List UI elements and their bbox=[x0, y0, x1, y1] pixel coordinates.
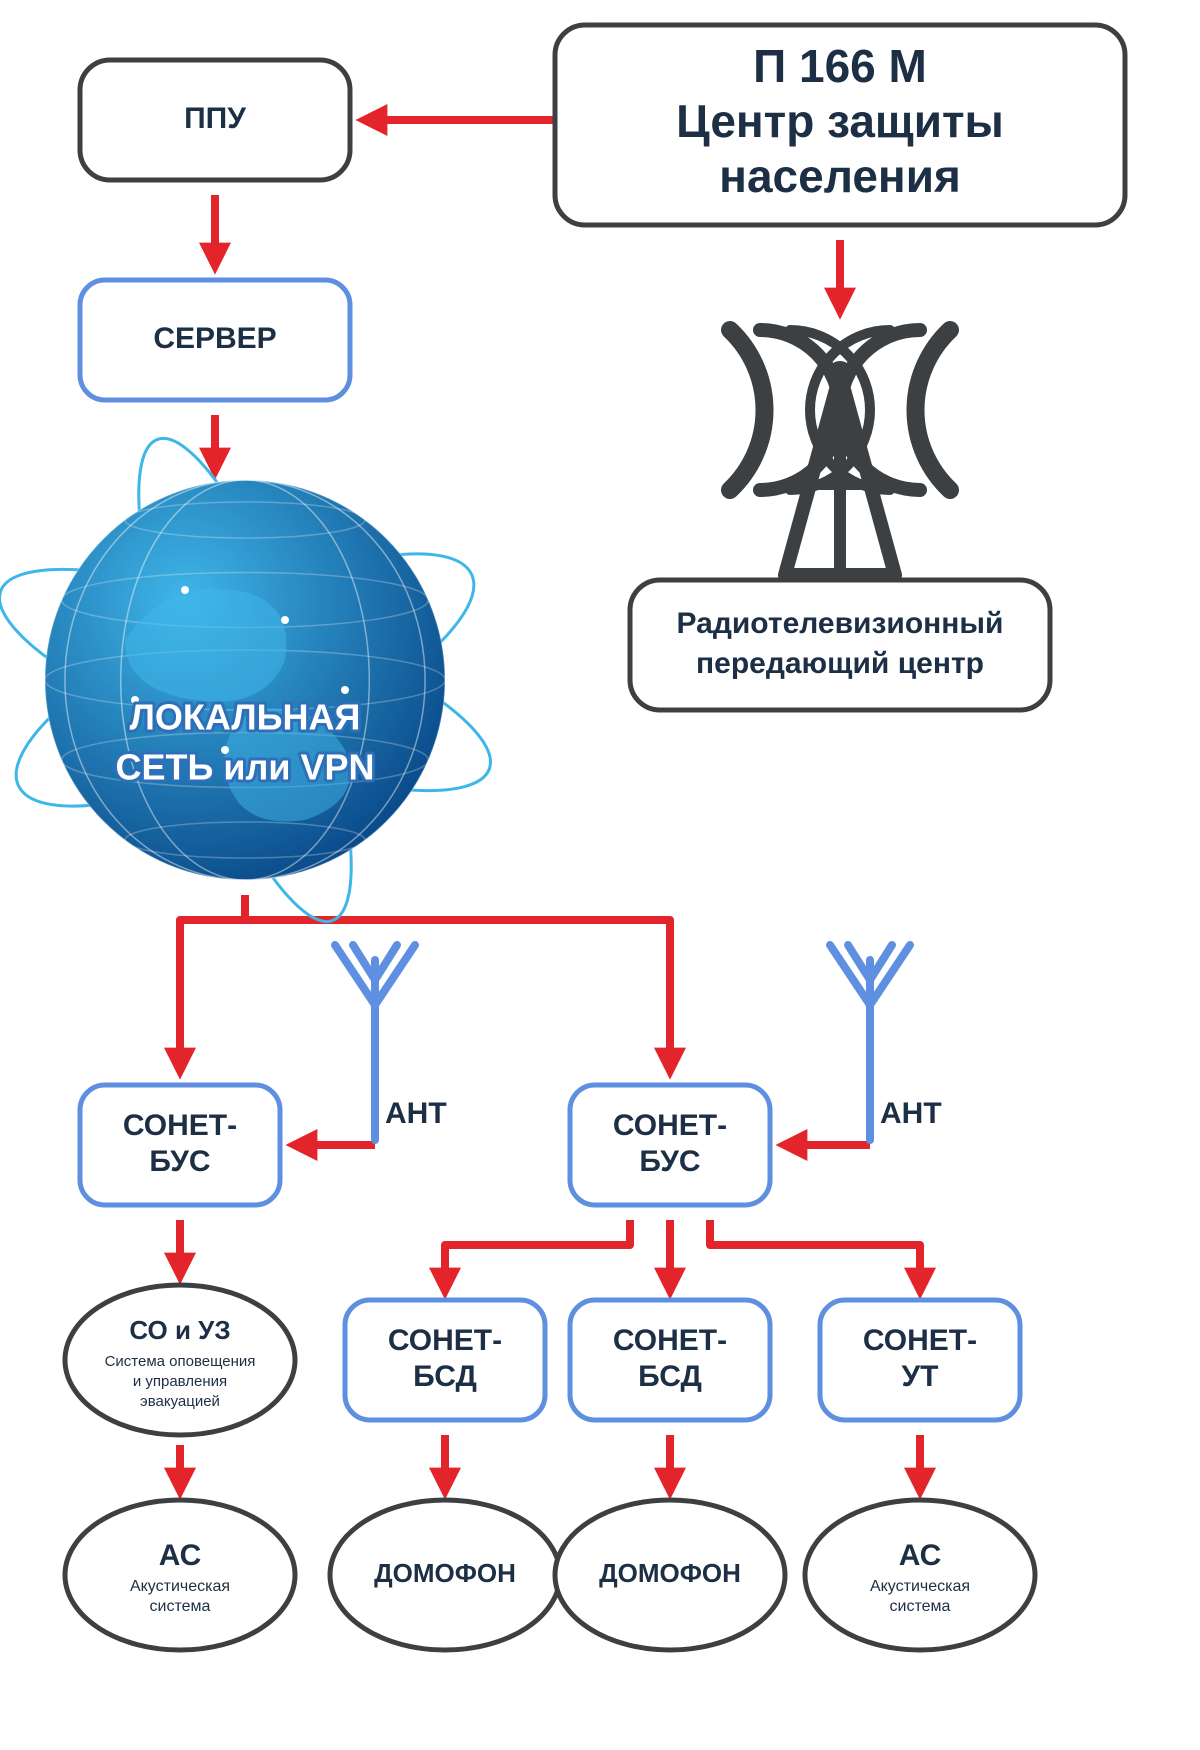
broadcast-tower-icon bbox=[730, 330, 950, 575]
node-sonetbus2: СОНЕТ-БУС bbox=[570, 1085, 770, 1205]
node-ac2-text: система bbox=[890, 1598, 951, 1615]
node-souz-text: СО и УЗ bbox=[129, 1315, 230, 1345]
node-rtpc-text: передающий центр bbox=[696, 647, 984, 680]
node-souz-text: и управления bbox=[133, 1373, 227, 1390]
node-ppu: ППУ bbox=[80, 60, 350, 180]
node-ppu-text: ППУ bbox=[184, 102, 246, 135]
antenna-label-0: АНТ bbox=[385, 1097, 447, 1130]
arrow-5 bbox=[245, 895, 670, 1070]
node-bsd2-text: БСД bbox=[638, 1360, 702, 1393]
node-server: СЕРВЕР bbox=[80, 280, 350, 400]
node-p166m: П 166 МЦентр защитынаселения bbox=[555, 25, 1125, 225]
node-sonetbus2-text: БУС bbox=[639, 1145, 700, 1178]
node-ut-text: УТ bbox=[902, 1360, 939, 1393]
globe-label: ЛОКАЛЬНАЯ bbox=[130, 697, 361, 738]
node-souz-text: Система оповещения bbox=[105, 1353, 256, 1370]
arrow-9 bbox=[445, 1220, 630, 1290]
node-ac2-text: Акустическая bbox=[870, 1578, 970, 1595]
node-sonetbus1: СОНЕТ-БУС bbox=[80, 1085, 280, 1205]
node-sonetbus2-text: СОНЕТ- bbox=[613, 1109, 727, 1142]
arrow-11 bbox=[710, 1220, 920, 1290]
node-bsd1-text: СОНЕТ- bbox=[388, 1324, 502, 1357]
node-sonetbus1-text: СОНЕТ- bbox=[123, 1109, 237, 1142]
node-souz-text: эвакуацией bbox=[140, 1393, 220, 1410]
node-ac2: АС Акустическая система bbox=[805, 1500, 1035, 1650]
node-bsd2-text: СОНЕТ- bbox=[613, 1324, 727, 1357]
node-rtpc-text: Радиотелевизионный bbox=[677, 607, 1004, 640]
node-rtpc: Радиотелевизионный передающий центр bbox=[630, 580, 1050, 710]
node-server-text: СЕРВЕР bbox=[153, 322, 276, 355]
node-sonetbus1-text: БУС bbox=[149, 1145, 210, 1178]
node-dom1-text: ДОМОФОН bbox=[374, 1558, 516, 1588]
icons-layer: ЛОКАЛЬНАЯ СЕТЬ или VPN АНТ АНТ bbox=[0, 330, 950, 1140]
node-ut-text: СОНЕТ- bbox=[863, 1324, 977, 1357]
node-ac1: АС Акустическая система bbox=[65, 1500, 295, 1650]
node-bsd2: СОНЕТ-БСД bbox=[570, 1300, 770, 1420]
antenna-label-1: АНТ bbox=[880, 1097, 942, 1130]
node-ac1-text: Акустическая bbox=[130, 1578, 230, 1595]
node-dom1: ДОМОФОН bbox=[330, 1500, 560, 1650]
node-p166m-text: П 166 М bbox=[753, 40, 927, 92]
node-dom2-text: ДОМОФОН bbox=[599, 1558, 741, 1588]
diagram-canvas: ЛОКАЛЬНАЯ СЕТЬ или VPN АНТ АНТ П 166 МЦентр… bbox=[0, 0, 1200, 1750]
node-ac2-text: АС bbox=[899, 1539, 942, 1572]
node-dom2: ДОМОФОН bbox=[555, 1500, 785, 1650]
globe-label: СЕТЬ или VPN bbox=[115, 747, 374, 788]
globe-icon: ЛОКАЛЬНАЯ СЕТЬ или VPN bbox=[0, 418, 513, 943]
antenna-icon-0: АНТ bbox=[335, 945, 447, 1140]
arrow-4 bbox=[180, 895, 245, 1070]
node-ac1-text: АС bbox=[159, 1539, 202, 1572]
node-bsd1-text: БСД bbox=[413, 1360, 477, 1393]
node-bsd1: СОНЕТ-БСД bbox=[345, 1300, 545, 1420]
node-ut: СОНЕТ-УТ bbox=[820, 1300, 1020, 1420]
node-p166m-text: населения bbox=[719, 150, 961, 202]
node-p166m-text: Центр защиты bbox=[676, 95, 1004, 147]
node-ac1-text: система bbox=[150, 1598, 211, 1615]
antenna-icon-1: АНТ bbox=[830, 945, 942, 1140]
node-souz: СО и УЗ Система оповещения и управления эва… bbox=[65, 1285, 295, 1435]
